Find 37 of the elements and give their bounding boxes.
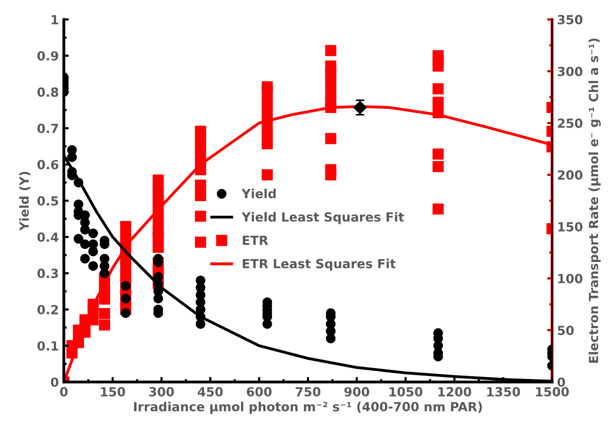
- legend-label: Yield Least Squares Fit: [242, 212, 404, 224]
- y-tick-label: 0.4: [37, 232, 58, 242]
- x-tick-label: 600: [246, 387, 272, 397]
- x-axis-title: Irradiance µmol photon m⁻² s⁻¹ (400-700 nm PAR): [134, 402, 482, 414]
- y-tick-label: 0.6: [37, 160, 58, 170]
- x-tick-label: 300: [149, 387, 174, 397]
- y2-tick-label: 200: [558, 170, 582, 180]
- y2-tick-label: 150: [558, 222, 582, 232]
- y2-tick-label: 300: [558, 66, 582, 76]
- x-tick-label: 0: [60, 387, 68, 397]
- y-tick-label: 1: [52, 15, 58, 24]
- y-tick-label: 0.8: [37, 87, 58, 97]
- y2-tick-label: 50: [558, 326, 574, 336]
- x-tick-label: 1050: [390, 387, 422, 397]
- x-tick-label: 1200: [438, 387, 472, 397]
- x-tick-label: 900: [344, 387, 370, 397]
- y-tick-label: 0.9: [37, 51, 58, 61]
- x-tick-label: 1350: [487, 387, 520, 397]
- y-tick-label: 0.3: [37, 268, 58, 278]
- y-tick-label: 0: [50, 377, 58, 387]
- y2-axis-title: Electron Transport Rate (µmol e⁻ g⁻¹ Chl a s⁻¹): [588, 38, 601, 363]
- y-tick-label: 0.1: [37, 341, 58, 351]
- x-tick-label: 450: [198, 387, 223, 397]
- legend-label: Yield: [242, 188, 276, 198]
- x-tick-label: 150: [101, 387, 126, 397]
- legend-label: ETR: [242, 236, 268, 245]
- y2-tick-label: 350: [558, 14, 582, 24]
- x-tick-label: 750: [296, 387, 320, 397]
- y-tick-label: 0.7: [37, 124, 58, 134]
- y2-tick-label: 250: [558, 118, 582, 128]
- y2-tick-label: 0: [558, 377, 566, 387]
- legend-label: ETR Least Squares Fit: [242, 258, 396, 271]
- y-tick-label: 0.2: [37, 304, 58, 314]
- y2-tick-label: 100: [558, 274, 582, 284]
- y-axis-title: Yield (Y): [19, 172, 30, 231]
- y-tick-label: 0.5: [37, 196, 58, 206]
- x-tick-label: 1500: [536, 387, 569, 397]
